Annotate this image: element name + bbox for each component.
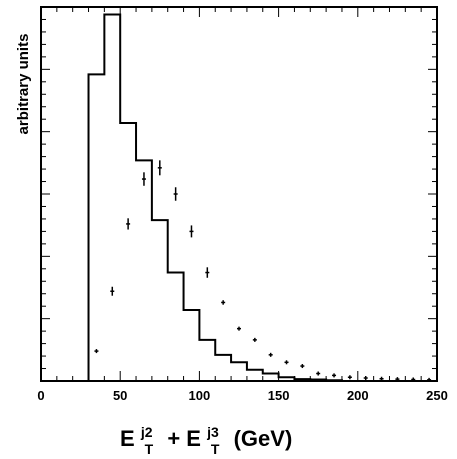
histogram-series — [87, 13, 343, 382]
x-tick-label: 200 — [347, 388, 369, 403]
data-point — [173, 187, 178, 201]
data-point — [268, 352, 273, 357]
x-label-e2: E — [186, 426, 201, 451]
data-point — [379, 376, 384, 381]
data-point — [316, 371, 321, 376]
data-point — [411, 377, 416, 382]
x-label-sup1: j2 — [140, 424, 153, 440]
x-label-sub2: T — [211, 441, 220, 457]
x-label-sup2: j3 — [206, 424, 219, 440]
data-point — [126, 218, 131, 230]
data-point — [110, 286, 115, 296]
plot-frame — [40, 6, 438, 382]
x-label-unit: (GeV) — [234, 426, 293, 451]
x-tick-label: 100 — [189, 388, 211, 403]
data-point — [221, 300, 226, 305]
data-point — [252, 337, 257, 342]
data-point — [347, 375, 352, 380]
x-tick-label: 250 — [426, 388, 448, 403]
data-point — [94, 349, 99, 354]
x-axis-label: E j2 T + E j3 T (GeV) — [120, 417, 292, 459]
data-point — [395, 377, 400, 382]
x-tick-label: 150 — [268, 388, 290, 403]
histogram-line — [87, 13, 343, 382]
x-axis-ticks: 0 50 100 150 200 250 — [37, 7, 448, 403]
x-label-plus: + — [167, 426, 180, 451]
x-label-e1: E — [120, 426, 135, 451]
points-series — [94, 160, 432, 382]
y-axis-ticks — [41, 18, 437, 370]
data-point — [300, 364, 305, 369]
data-point — [332, 373, 337, 378]
data-point — [284, 360, 289, 365]
x-tick-label: 0 — [37, 388, 44, 403]
data-point — [363, 376, 368, 381]
y-axis-label: arbitrary units — [15, 34, 32, 135]
data-point — [427, 377, 432, 382]
data-point — [205, 267, 210, 278]
x-tick-label: 50 — [113, 388, 127, 403]
data-point — [189, 225, 194, 238]
data-point — [237, 326, 241, 331]
x-label-sub1: T — [145, 441, 154, 457]
data-point — [157, 160, 162, 176]
data-point — [141, 172, 146, 186]
